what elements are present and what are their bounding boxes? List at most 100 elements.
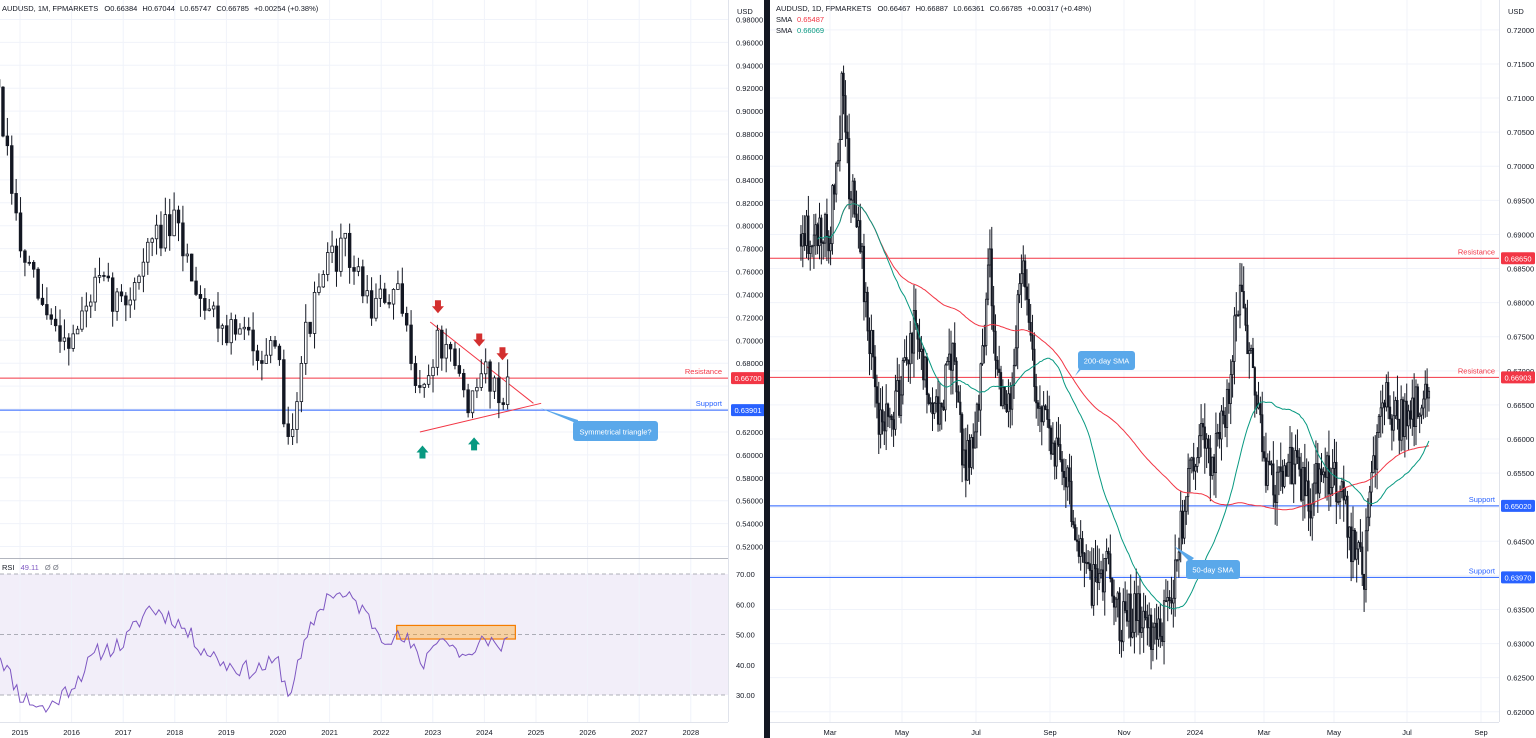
candle	[211, 301, 216, 318]
candle	[383, 282, 387, 305]
candle	[220, 323, 225, 346]
candle	[1255, 391, 1258, 414]
candle	[1209, 435, 1212, 502]
candle	[409, 310, 413, 371]
candle	[833, 183, 836, 210]
candle	[986, 248, 990, 306]
candle	[1290, 432, 1293, 485]
candle	[840, 71, 843, 140]
level-label: Support	[1469, 566, 1496, 575]
candle	[1198, 424, 1201, 464]
right-time-axis[interactable]: Mar May Jul Sep Nov 2024 Mar May Jul Sep	[824, 728, 1488, 737]
candle	[1281, 459, 1284, 494]
candle	[1311, 483, 1314, 541]
y-tick-label: 0.68000	[736, 359, 763, 368]
candle	[1155, 603, 1158, 660]
candle	[1212, 453, 1216, 496]
candle	[959, 385, 962, 433]
candle	[1012, 348, 1016, 399]
svg-text:0.66903: 0.66903	[1504, 373, 1531, 382]
candle	[448, 341, 453, 362]
candle	[936, 378, 940, 432]
rsi-tick-label: 50.00	[736, 631, 755, 640]
level-label: Support	[1469, 495, 1496, 504]
candle	[827, 230, 830, 264]
candle	[927, 392, 930, 406]
candle	[23, 249, 27, 277]
right-candles	[799, 65, 1431, 670]
down-arrow-icon	[431, 300, 444, 314]
left-time-axis[interactable]: 2015 2016 2017 2018 2019 2020 2021 2022 2023 2024…	[12, 728, 699, 737]
candle	[979, 362, 982, 436]
candle	[102, 271, 106, 282]
candle	[1242, 266, 1245, 309]
right-price-axis[interactable]: 0.72000 0.71500 0.71000 0.70500 0.70000 0.695…	[1507, 26, 1534, 717]
left-price-axis[interactable]: 0.98000 0.96000 0.94000 0.92000 0.90000 0.880…	[736, 15, 763, 700]
candle	[842, 65, 845, 115]
candle	[1096, 545, 1099, 606]
candle	[1359, 519, 1362, 553]
candle	[925, 353, 929, 414]
candle	[1172, 579, 1175, 628]
y-tick-label: 0.66000	[1507, 435, 1534, 444]
candle	[946, 356, 949, 366]
candle	[1366, 498, 1369, 552]
candle	[1166, 580, 1169, 622]
candle	[1107, 547, 1110, 565]
candle	[1020, 254, 1023, 308]
y-tick-label: 0.69000	[1507, 230, 1534, 239]
candle	[286, 406, 290, 445]
candle	[251, 312, 255, 366]
y-tick-label: 0.62000	[736, 428, 763, 437]
candle	[809, 240, 812, 271]
candle	[1372, 436, 1375, 474]
candle	[1329, 467, 1332, 507]
candle	[1114, 596, 1117, 622]
candle	[1388, 395, 1392, 425]
candle	[881, 386, 884, 435]
candle	[1090, 547, 1093, 609]
rsi-pane	[0, 573, 728, 713]
candle	[1296, 429, 1299, 465]
candle	[1298, 448, 1301, 477]
candle	[864, 282, 867, 318]
candle	[1066, 465, 1069, 501]
up-arrow-icon	[468, 437, 481, 451]
candle	[299, 356, 304, 413]
candle	[1425, 368, 1429, 417]
candle	[1353, 527, 1356, 561]
candle	[277, 343, 282, 366]
candle	[872, 329, 875, 379]
candle	[822, 240, 825, 260]
svg-text:0.68650: 0.68650	[1504, 254, 1531, 263]
candle	[951, 342, 954, 395]
candle	[5, 117, 10, 156]
x-tick-label: 2018	[166, 728, 183, 737]
candle	[999, 365, 1003, 407]
candle	[242, 316, 247, 340]
candle	[966, 424, 969, 481]
candle	[497, 362, 501, 419]
svg-text:0.66700: 0.66700	[734, 374, 761, 383]
candle	[1403, 393, 1406, 458]
y-tick-label: 0.88000	[736, 130, 763, 139]
candle	[1079, 520, 1082, 571]
candle	[818, 202, 821, 260]
candle	[1275, 459, 1279, 526]
right-chart-panel[interactable]: Resistance Resistance Support Support 200-d…	[770, 0, 1535, 737]
candle	[369, 277, 374, 326]
candle	[404, 306, 409, 332]
left-candles	[0, 79, 510, 445]
candle	[1007, 379, 1010, 428]
candle	[1413, 373, 1416, 447]
candle	[1046, 390, 1049, 428]
candle	[918, 318, 921, 359]
callout-pointer	[540, 408, 578, 424]
candle	[1129, 574, 1132, 647]
candle	[1424, 370, 1427, 418]
candle	[1394, 396, 1397, 420]
candle	[1149, 608, 1153, 670]
candle	[1305, 458, 1308, 497]
svg-text:0.63970: 0.63970	[1504, 573, 1531, 582]
